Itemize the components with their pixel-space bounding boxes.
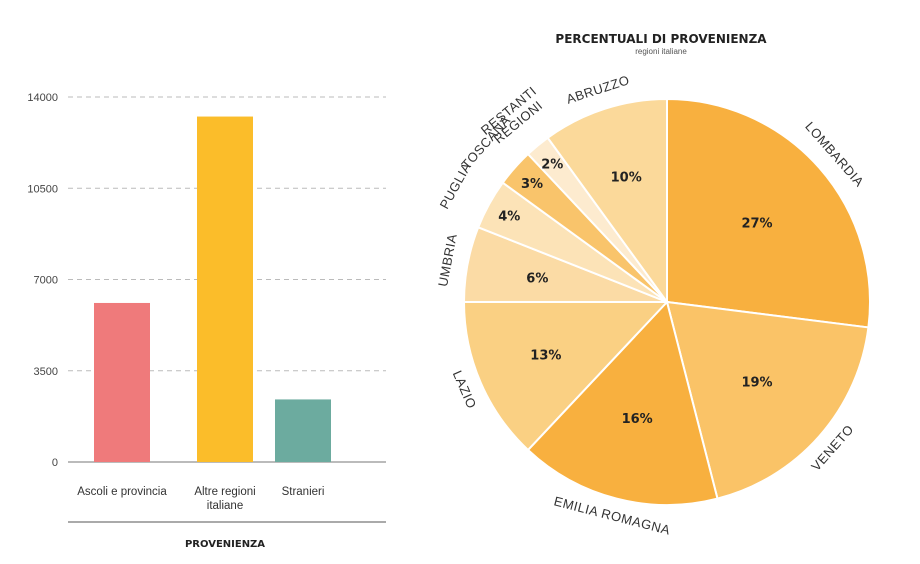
bar-y-tick-label: 14000 [27, 92, 58, 104]
bar-category-labels: Ascoli e provincia Altre regioni italiane S… [77, 486, 324, 512]
bar-category-label: Stranieri [282, 486, 325, 498]
bar-category-label: Ascoli e provincia [77, 486, 167, 498]
pie-slices [462, 97, 871, 506]
bar-bars [94, 116, 331, 462]
pie-subtitle: regioni italiane [635, 47, 687, 56]
pie-slice [666, 97, 871, 329]
bar-chart: 0 3500 7000 10500 14000 Ascoli e provincia Al… [27, 92, 386, 550]
bar-y-tick-label: 0 [52, 457, 58, 469]
pie-slice-label: EMILIA ROMAGNA [552, 494, 672, 538]
bar-category-label: Altre regioni italiane [194, 486, 255, 512]
pie-slice [476, 181, 668, 303]
pie-slice-label: RESTANTIREGIONI [478, 84, 549, 150]
pie-percent-label: 10% [611, 170, 642, 185]
bar-y-tick-label: 7000 [34, 275, 58, 287]
pie-slice-label: LOMBARDIA [802, 119, 867, 190]
pie-slice [501, 152, 668, 303]
pie-slice [526, 136, 668, 303]
pie-title: PERCENTUALI DI PROVENIENZA [555, 32, 767, 46]
pie-percent-label: 16% [622, 412, 653, 427]
pie-slice-label: ABRUZZO [565, 73, 632, 108]
pie-percent-labels: 27% 19% 16% 13% 6% 4% 3% 2% 10% [498, 157, 772, 427]
bar-y-tick-label: 10500 [27, 183, 58, 195]
pie-percent-label: 4% [498, 209, 520, 224]
pie-slice-label: TOSCANA [459, 113, 514, 173]
pie-percent-label: 6% [526, 271, 548, 286]
bar-y-tick-label: 3500 [34, 366, 58, 378]
pie-slice [462, 225, 668, 303]
pie-slice [526, 299, 719, 506]
pie-percent-label: 2% [541, 157, 563, 172]
pie-percent-label: 27% [741, 217, 772, 232]
bar-x-axis-title: PROVENIENZA [185, 539, 265, 550]
bar [94, 302, 150, 462]
pie-slice-label: VENETO [809, 422, 857, 474]
bar-y-tick-labels: 0 3500 7000 10500 14000 [27, 92, 58, 469]
pie-percent-label: 13% [530, 348, 561, 363]
pie-slice [665, 300, 870, 500]
pie-percent-label: 3% [521, 177, 543, 192]
bar [197, 116, 253, 462]
pie-slice [462, 301, 670, 452]
pie-slice [546, 97, 668, 306]
bar [275, 399, 331, 462]
pie-percent-label: 19% [741, 375, 772, 390]
